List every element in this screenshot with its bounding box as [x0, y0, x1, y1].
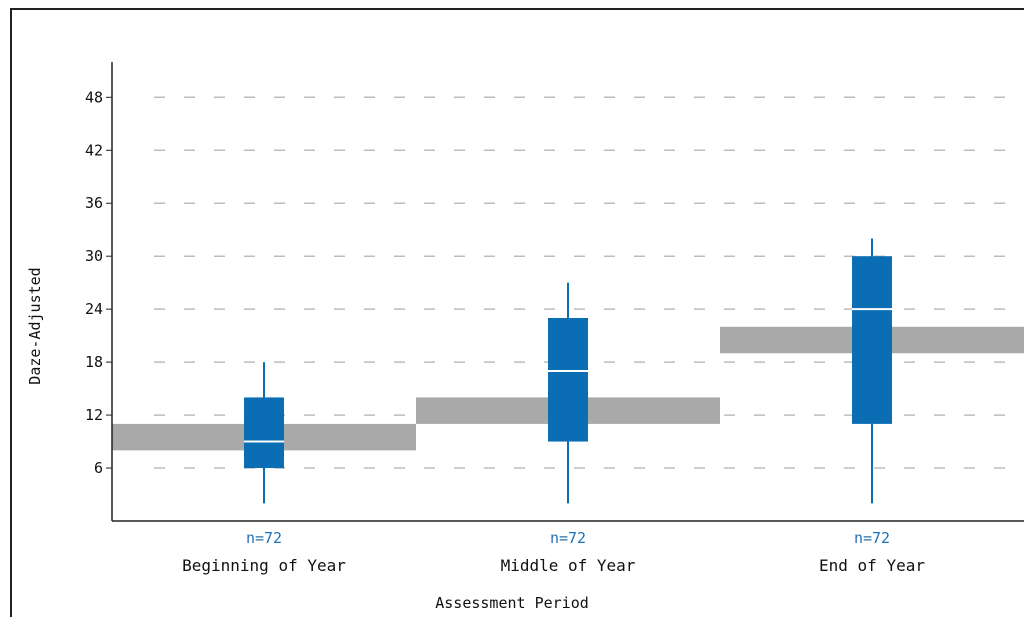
y-axis-title: Daze-Adjusted	[26, 267, 44, 384]
y-tick-label: 48	[85, 88, 103, 106]
y-tick-label: 12	[85, 406, 103, 424]
x-axis-title: Assessment Period	[435, 594, 589, 612]
x-category-label: Beginning of Year	[182, 556, 346, 575]
y-tick-label: 30	[85, 247, 103, 265]
n-count-label: n=72	[550, 529, 586, 547]
axes	[111, 62, 1024, 522]
x-category-label: End of Year	[819, 556, 925, 575]
x-category-label: Middle of Year	[501, 556, 636, 575]
y-tick-label: 36	[85, 194, 103, 212]
n-count-label: n=72	[246, 529, 282, 547]
box-iqr	[852, 256, 892, 424]
y-tick-label: 24	[85, 300, 103, 318]
y-tick-label: 18	[85, 353, 103, 371]
y-tick-labels: 6 12 18 24 30 36 42 48	[85, 88, 112, 477]
box-plots	[244, 238, 892, 504]
y-tick-label: 6	[94, 459, 103, 477]
box-iqr	[244, 397, 284, 469]
x-category-labels: n=72 Beginning of Year n=72 Middle of Year n…	[182, 529, 925, 575]
box-iqr	[548, 317, 588, 442]
y-tick-label: 42	[85, 141, 103, 159]
n-count-label: n=72	[854, 529, 890, 547]
